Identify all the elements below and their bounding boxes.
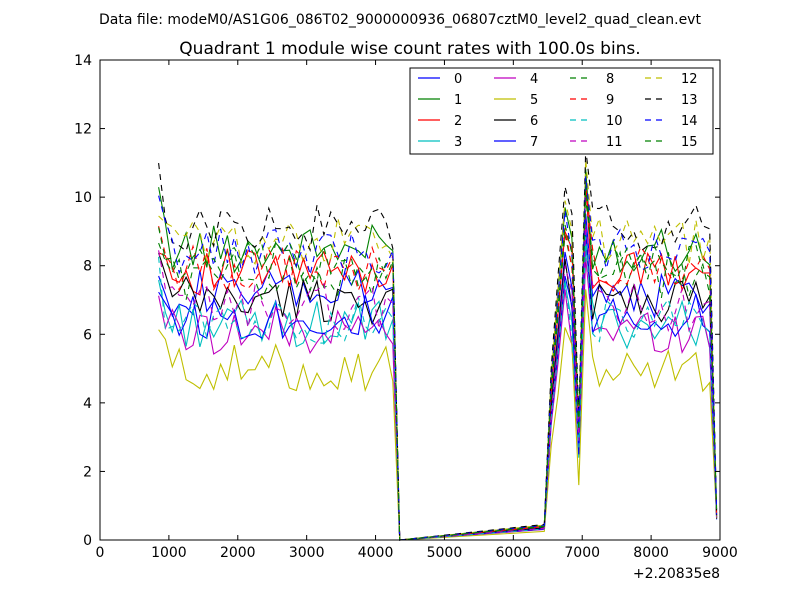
- plot-frame: [99, 59, 721, 541]
- x-tick-label: 8000: [633, 545, 669, 561]
- series-line-9: [158, 184, 718, 541]
- legend-label-5: 5: [530, 93, 538, 108]
- series-layer: [158, 149, 718, 541]
- series-line-10: [158, 236, 718, 541]
- series-line-3: [158, 248, 718, 541]
- series-line-7: [158, 228, 718, 541]
- y-tick-label: 10: [74, 190, 92, 206]
- y-tick-label: 4: [83, 396, 92, 412]
- x-tick-label: 1000: [151, 545, 187, 561]
- legend-label-6: 6: [530, 114, 538, 129]
- legend-label-10: 10: [606, 114, 623, 129]
- legend-box: [409, 67, 714, 155]
- legend-label-13: 13: [681, 93, 698, 108]
- legend-label-14: 14: [681, 114, 698, 129]
- x-tick-label: 3000: [289, 545, 325, 561]
- legend-label-3: 3: [454, 135, 462, 150]
- legend-label-2: 2: [454, 114, 462, 129]
- series-line-12: [158, 159, 718, 541]
- x-tick-label: 2000: [220, 545, 256, 561]
- series-line-8: [158, 199, 718, 541]
- axis-ticks: 0 1000 2000 3000 4000 5000 6000 7000 8000 9000 0 2 4…: [74, 53, 738, 561]
- series-line-6: [158, 230, 718, 541]
- y-tick-label: 14: [74, 53, 92, 69]
- chart-title: Quadrant 1 module wise count rates with …: [179, 39, 640, 59]
- series-line-14: [158, 176, 718, 541]
- series-line-5: [158, 289, 718, 541]
- x-tick-label: 5000: [427, 545, 463, 561]
- x-offset-label: +2.20835e8: [633, 566, 720, 582]
- x-tick-label: 4000: [358, 545, 394, 561]
- y-tick-label: 0: [83, 533, 92, 549]
- series-line-13: [158, 149, 718, 541]
- y-tick-label: 6: [83, 327, 92, 343]
- series-line-15: [158, 184, 718, 541]
- y-tick-label: 2: [83, 464, 92, 480]
- x-tick-label: 0: [96, 545, 105, 561]
- chart-suptitle: Data file: modeM0/AS1G06_086T02_90000009…: [99, 12, 701, 28]
- legend-label-1: 1: [454, 93, 462, 108]
- series-line-11: [158, 225, 718, 541]
- legend-label-12: 12: [681, 72, 698, 87]
- legend-label-0: 0: [454, 72, 462, 87]
- y-tick-label: 8: [83, 259, 92, 275]
- legend-label-15: 15: [681, 135, 698, 150]
- x-tick-label: 6000: [496, 545, 532, 561]
- x-tick-label: 7000: [564, 545, 600, 561]
- legend-label-7: 7: [530, 135, 538, 150]
- legend-label-9: 9: [606, 93, 614, 108]
- legend-label-8: 8: [606, 72, 614, 87]
- x-tick-label: 9000: [702, 545, 738, 561]
- series-line-2: [158, 185, 718, 541]
- y-tick-label: 12: [74, 122, 92, 138]
- legend-label-11: 11: [606, 135, 623, 150]
- legend-label-4: 4: [530, 72, 538, 87]
- series-line-1: [158, 169, 718, 541]
